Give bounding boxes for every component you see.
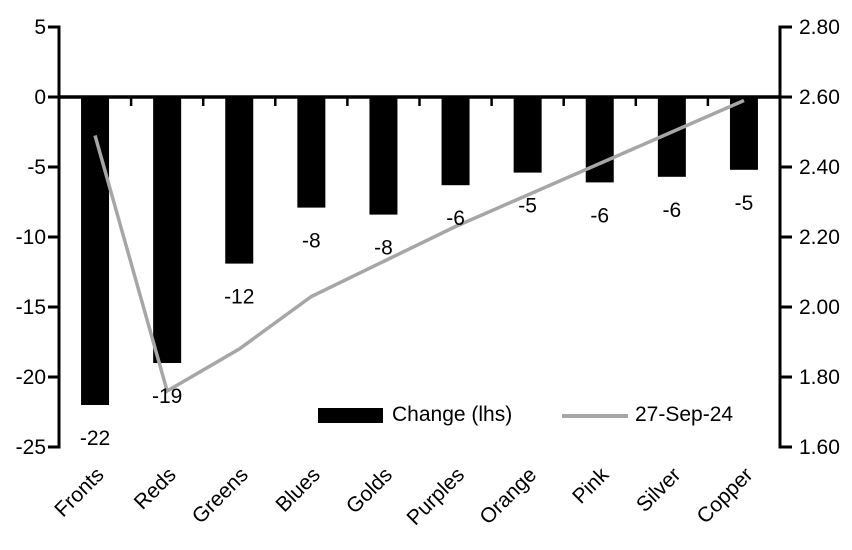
bar-data-label: -19 xyxy=(152,385,182,408)
category-label: Reds xyxy=(130,463,181,514)
bar-data-label: -5 xyxy=(518,195,537,218)
bar xyxy=(81,97,110,405)
y-axis-right-tick-label: 2.60 xyxy=(799,86,840,109)
y-axis-right-tick-label: 2.40 xyxy=(799,156,840,179)
category-label: Greens xyxy=(188,463,253,528)
legend-label-change: Change (lhs) xyxy=(392,403,513,426)
series-line xyxy=(93,98,745,394)
y-axis-left-tick-label: -10 xyxy=(16,226,46,249)
legend-bar-swatch xyxy=(318,408,383,423)
legend-label-date: 27-Sep-24 xyxy=(635,403,734,426)
bar-data-label: -12 xyxy=(224,286,254,309)
y-axis-right-tick-label: 1.80 xyxy=(799,366,840,389)
bar xyxy=(729,97,758,170)
bar-data-label: -6 xyxy=(663,199,682,222)
bar-data-label: -6 xyxy=(590,204,609,227)
y-axis-right-tick-label: 2.00 xyxy=(799,296,840,319)
bar xyxy=(297,97,326,208)
category-label: Purples xyxy=(402,463,469,530)
category-label: Fronts xyxy=(50,463,108,521)
y-axis-left-tick-label: -20 xyxy=(16,366,46,389)
category-label: Golds xyxy=(342,463,397,518)
category-label: Silver xyxy=(632,463,685,516)
y-axis-left-tick-label: 5 xyxy=(34,16,46,39)
bar xyxy=(225,97,254,264)
bar xyxy=(369,97,398,215)
bar-data-label: -8 xyxy=(374,237,393,260)
category-label: Orange xyxy=(475,463,541,529)
y-axis-left-tick-label: -25 xyxy=(16,436,46,459)
bar-data-label: -6 xyxy=(446,207,465,230)
y-axis-right-tick-label: 2.20 xyxy=(799,226,840,249)
y-axis-right-tick-label: 2.80 xyxy=(799,16,840,39)
y-axis-left-tick-label: 0 xyxy=(34,86,46,109)
bar-data-label: -22 xyxy=(80,427,110,450)
category-label: Pink xyxy=(568,463,614,509)
bar xyxy=(153,97,182,363)
bar xyxy=(513,97,542,173)
y-axis-left-tick-label: -15 xyxy=(16,296,46,319)
bar xyxy=(441,97,470,186)
bar-data-label: -5 xyxy=(735,192,754,215)
category-label: Blues xyxy=(271,463,324,516)
legend-line-swatch xyxy=(562,414,628,418)
y-axis-left-tick-label: -5 xyxy=(27,156,46,179)
bar-data-label: -8 xyxy=(302,230,321,253)
category-label: Copper xyxy=(693,463,758,528)
y-axis-right-tick-label: 1.60 xyxy=(799,436,840,459)
